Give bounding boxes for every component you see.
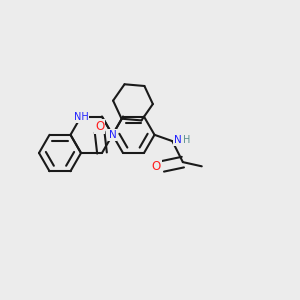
Text: O: O bbox=[95, 120, 104, 133]
Text: O: O bbox=[152, 160, 161, 173]
Text: H: H bbox=[183, 135, 190, 145]
Text: NH: NH bbox=[74, 112, 88, 122]
Text: N: N bbox=[174, 135, 182, 145]
Text: N: N bbox=[109, 130, 116, 140]
